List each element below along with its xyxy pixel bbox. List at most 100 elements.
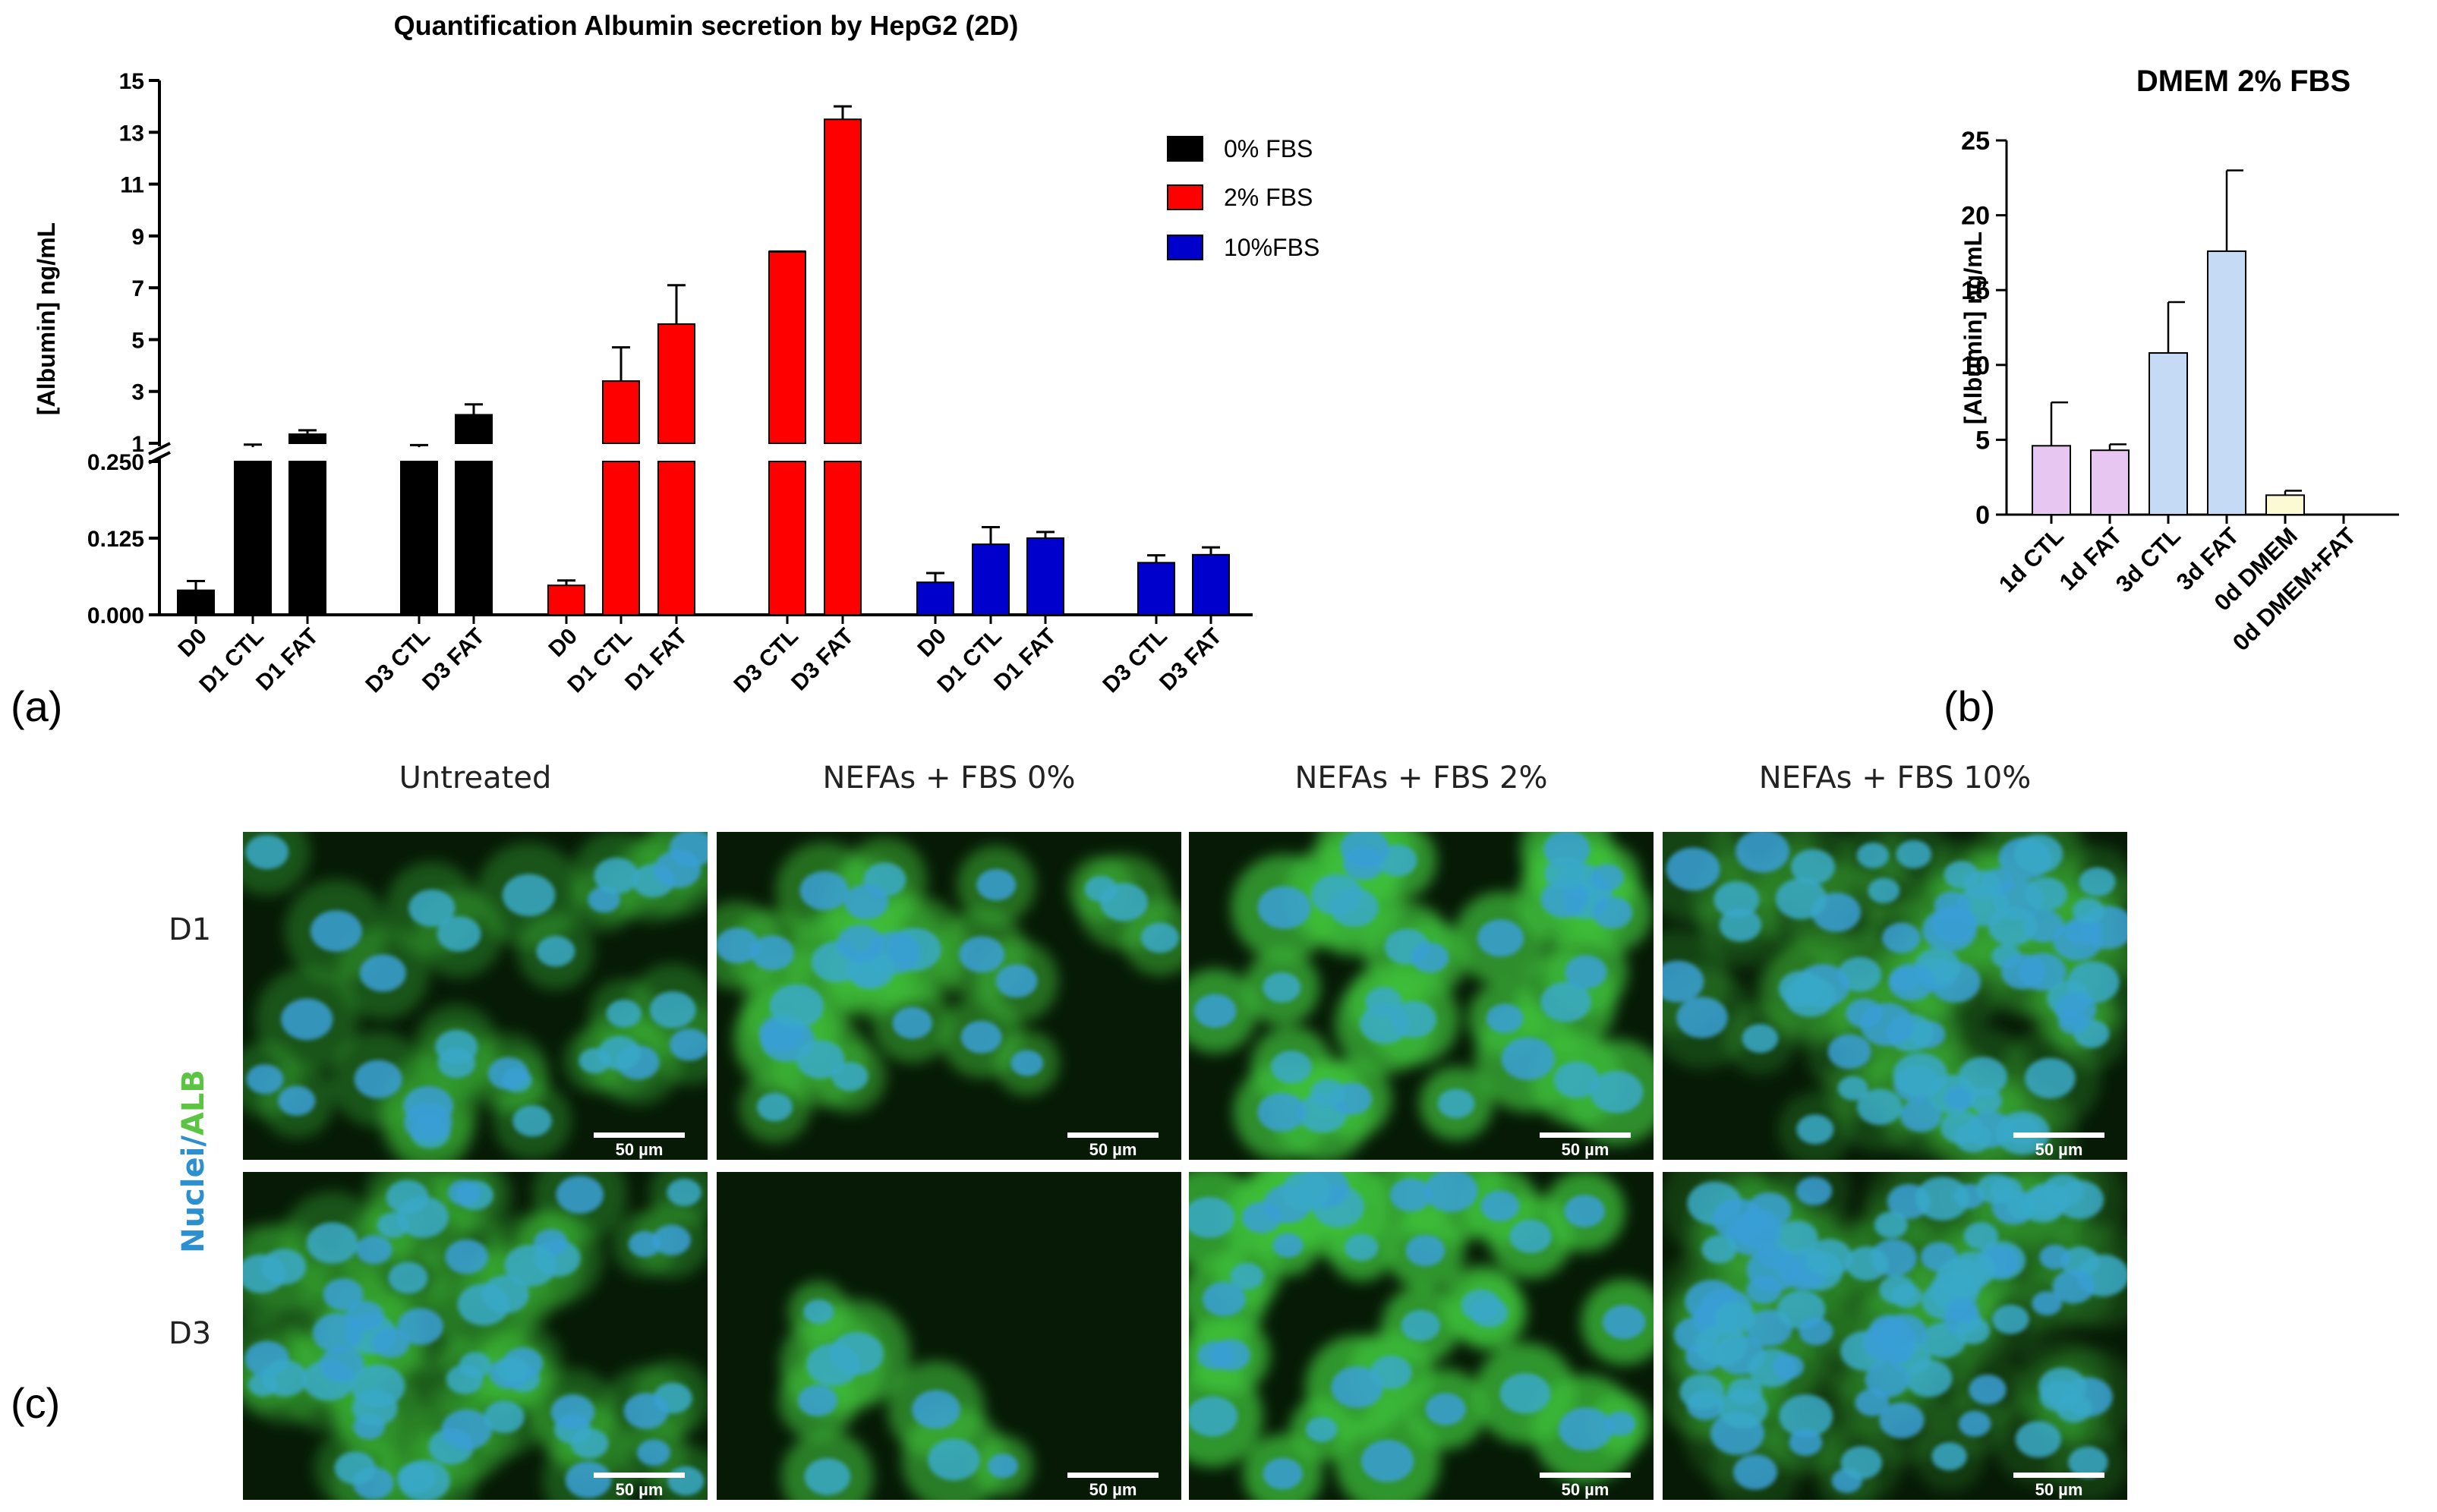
scale-bar <box>1067 1132 1159 1138</box>
micrograph-image: 50 µm <box>243 832 708 1160</box>
column-header: Untreated <box>399 761 552 795</box>
bar <box>2265 494 2305 516</box>
bar <box>177 589 215 616</box>
micrograph-column-headers: Untreated NEFAs + FBS 0% NEFAs + FBS 2% NEF… <box>399 761 2032 795</box>
column-header: NEFAs + FBS 10% <box>1759 761 2031 795</box>
bar <box>657 461 695 616</box>
nuclei-signal <box>1673 1173 2127 1493</box>
nuclei-signal <box>717 862 1180 1122</box>
micrograph-image: 50 µm <box>1663 1172 2127 1500</box>
legend-swatch <box>1167 184 1203 210</box>
legend-label: 2% FBS <box>1224 184 1313 211</box>
scale-bar-label: 50 µm <box>1089 1480 1137 1499</box>
y-tick-label: 5 <box>1975 426 1990 455</box>
x-tick-label: D3 CTL <box>729 624 803 698</box>
micrograph-image: 50 µm <box>717 1172 1181 1500</box>
bar <box>455 414 493 445</box>
y-tick-label: 1 <box>131 432 144 457</box>
scale-bar <box>1540 1132 1631 1138</box>
y-tick-label: 25 <box>1961 127 1990 156</box>
scale-bar-label: 50 µm <box>1562 1140 1609 1159</box>
bar <box>288 461 326 616</box>
stain-label-alb: ALB <box>176 1069 211 1136</box>
x-tick-label: D3 CTL <box>1098 624 1172 698</box>
bar <box>768 250 806 445</box>
scale-bar <box>1540 1473 1631 1478</box>
x-tick-label: D1 FAT <box>620 624 692 696</box>
scale-bar <box>2013 1132 2104 1138</box>
bar <box>400 461 438 616</box>
row-label: D3 <box>169 1316 211 1351</box>
micrograph-row-labels: D1 D3 <box>169 912 211 1351</box>
bar <box>2090 449 2130 515</box>
scale-bar <box>594 1132 685 1138</box>
nuclei-signal <box>243 1175 705 1500</box>
row-label: D1 <box>169 912 211 947</box>
legend-label: 0% FBS <box>1224 135 1313 162</box>
column-header: NEFAs + FBS 2% <box>1295 761 1548 795</box>
y-tick-label: 11 <box>120 173 144 198</box>
micrograph-image: 50 µm <box>1189 1172 1654 1500</box>
y-tick-label: 3 <box>131 380 144 405</box>
chart-a-bars <box>177 105 1230 616</box>
stain-label: Nuclei/ALB <box>176 1069 211 1253</box>
chart-b-title: DMEM 2% FBS <box>2136 65 2350 98</box>
scale-bar-label: 50 µm <box>1562 1480 1609 1499</box>
panel-label-b: (b) <box>1944 682 1995 730</box>
bar <box>824 461 862 616</box>
scale-bar-label: 50 µm <box>1089 1140 1137 1159</box>
y-tick-label: 9 <box>131 225 144 250</box>
y-tick-label: 0.000 <box>87 603 144 628</box>
scale-bar <box>2013 1473 2104 1478</box>
scale-bar <box>594 1473 685 1478</box>
y-tick-label: 0 <box>1975 501 1990 530</box>
stain-label-nuclei: Nuclei <box>176 1147 211 1253</box>
y-tick-label: 15 <box>119 69 144 94</box>
bar <box>1137 562 1175 616</box>
bar <box>234 461 272 616</box>
bar <box>2032 445 2071 516</box>
y-axis-break-mark <box>148 442 171 455</box>
bar <box>768 461 806 616</box>
chart-b: DMEM 2% FBS [Albumin] ng/mL 0 5 10 15 20 25 1… <box>1944 65 2399 730</box>
micrograph-grid: 50 µm 50 µm 50 µm 50 µm 50 µm 50 µm 50 µm 50 µm <box>243 832 2127 1500</box>
micrograph-image: 50 µm <box>717 832 1181 1160</box>
bar <box>824 118 862 444</box>
x-tick-label: D1 CTL <box>194 624 269 698</box>
y-tick-label: 10 <box>1961 351 1990 380</box>
scale-bar-label: 50 µm <box>616 1140 664 1159</box>
stain-label-separator: / <box>176 1136 211 1147</box>
scale-bar-label: 50 µm <box>2035 1140 2083 1159</box>
y-tick-label: 0.250 <box>87 450 144 475</box>
bar <box>657 323 695 445</box>
chart-a-title: Quantification Albumin secretion by HepG… <box>394 10 1019 41</box>
micrograph-image: 50 µm <box>1189 832 1654 1160</box>
chart-a-y-axis-label: [Albumin] ng/mL <box>33 222 60 415</box>
bar <box>455 461 493 616</box>
panel-label-c: (c) <box>11 1379 60 1427</box>
x-tick-label: D3 FAT <box>1155 624 1227 696</box>
nuclei-signal <box>1193 832 1644 1133</box>
chart-b-bars <box>2032 169 2305 516</box>
x-tick-label: D3 FAT <box>418 624 490 696</box>
bar <box>916 581 954 616</box>
x-tick-label: 1d CTL <box>1994 522 2069 597</box>
nuclei-signal <box>245 832 708 1149</box>
legend-swatch <box>1167 136 1203 162</box>
x-tick-label: D0 <box>544 624 582 662</box>
x-tick-label: D3 FAT <box>787 624 859 696</box>
bar <box>602 461 640 616</box>
bar <box>1026 537 1064 616</box>
nuclei-signal <box>1663 832 2127 1155</box>
x-tick-label: D0 <box>913 624 951 662</box>
panel-label-a: (a) <box>11 682 62 730</box>
x-tick-label: 3d CTL <box>2111 522 2186 597</box>
legend-label: 10%FBS <box>1224 234 1319 261</box>
scale-bar-label: 50 µm <box>2035 1480 2083 1499</box>
bar <box>547 584 585 616</box>
micrograph-image: 50 µm <box>1663 832 2127 1160</box>
legend-swatch <box>1167 235 1203 260</box>
bar <box>2207 250 2246 515</box>
chart-a: Quantification Albumin secretion by HepG… <box>11 10 1319 730</box>
